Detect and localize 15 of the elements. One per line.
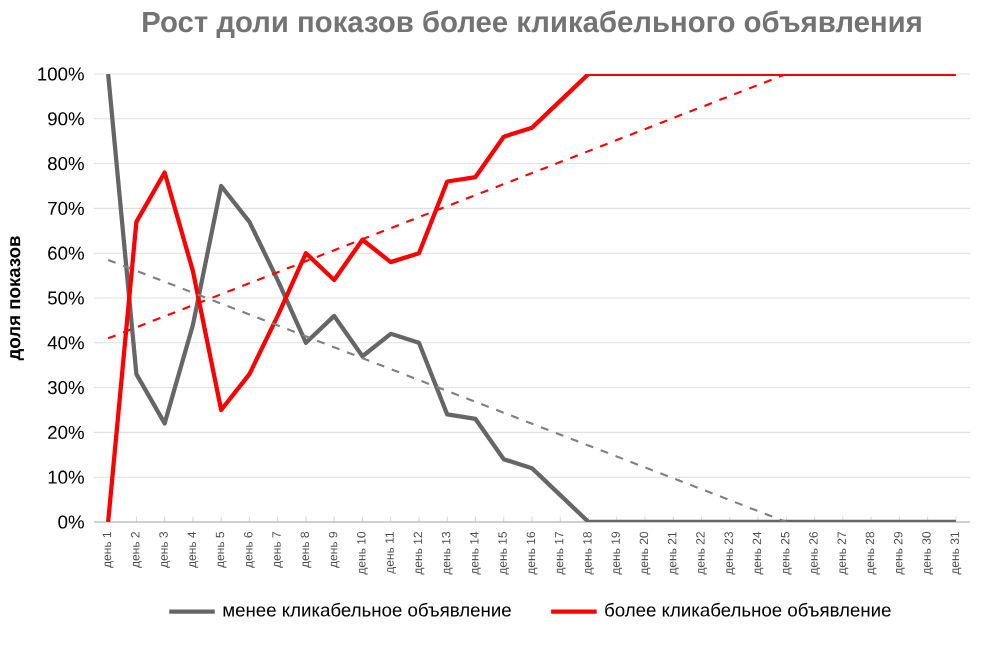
y-tick-label: 60% bbox=[48, 246, 84, 260]
y-tick-label: 90% bbox=[48, 112, 84, 126]
y-tick-label: 70% bbox=[48, 201, 84, 215]
y-tick-label: 100% bbox=[38, 67, 84, 81]
y-axis-title: доля показов bbox=[10, 236, 24, 361]
y-tick-label: 30% bbox=[47, 381, 84, 395]
y-tick-label: 50% bbox=[47, 291, 84, 305]
chart-title: Рост доли показов более кликабельного объявления bbox=[143, 10, 921, 38]
y-tick-label: 0% bbox=[58, 515, 84, 529]
legend-label: более кликабельное объявление bbox=[605, 602, 891, 617]
y-tick-label: 40% bbox=[47, 336, 84, 350]
y-tick-label: 20% bbox=[48, 425, 84, 439]
legend-label: менее кликабельное объявление bbox=[223, 602, 511, 617]
y-tick-label: 80% bbox=[48, 157, 84, 171]
y-tick-label: 10% bbox=[48, 470, 84, 484]
